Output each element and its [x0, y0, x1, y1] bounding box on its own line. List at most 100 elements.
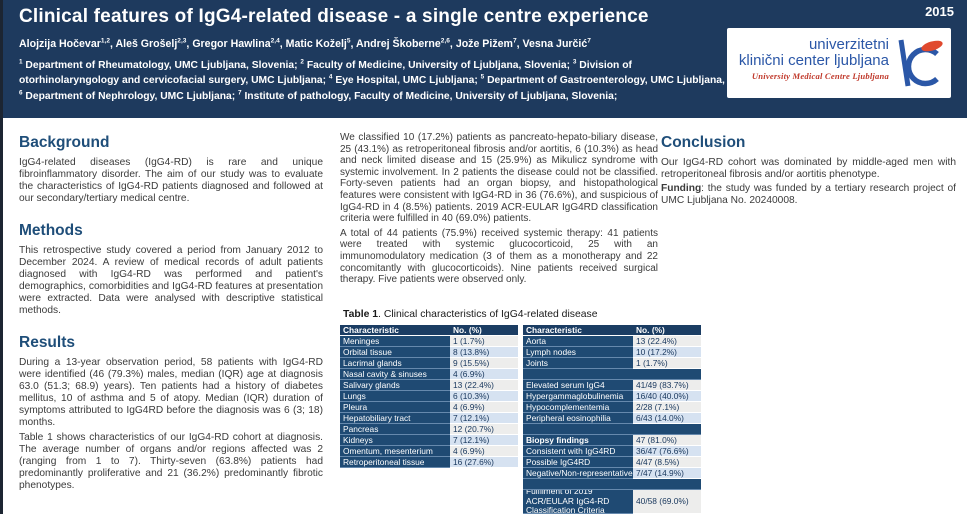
table-row: Elevated serum IgG4 41/49 (83.7%) [523, 380, 701, 391]
labs-table-body: Aorta 13 (22.4%) Lymph nodes 10 (17.2%) Join… [523, 336, 701, 514]
row-characteristic: Aorta [523, 336, 633, 347]
row-value: 6/43 (14.0%) [633, 413, 701, 424]
table-row: Possible IgG4RD 4/47 (8.5%) [523, 457, 701, 468]
table-row: Lungs 6 (10.3%) [340, 391, 518, 402]
row-value [633, 369, 701, 380]
table-row: Kidneys 7 (12.1%) [340, 435, 518, 446]
row-value: 4/47 (8.5%) [633, 457, 701, 468]
section-heading-methods: Methods [19, 222, 83, 240]
row-characteristic: Biopsy findings [523, 435, 633, 446]
column-left: Background IgG4-related diseases (IgG4-R… [19, 126, 323, 494]
middle-paragraph-1: We classified 10 (17.2%) patients as pan… [340, 132, 658, 225]
row-value: 2/28 (7.1%) [633, 402, 701, 413]
year-label: 2015 [925, 4, 954, 19]
row-characteristic: Hypergammaglobulinemia [523, 391, 633, 402]
affiliations: 1 Department of Rheumatology, UMC Ljublj… [19, 58, 725, 102]
row-value: 7 (12.1%) [450, 435, 518, 446]
table-row: Fulfilment of 2019 ACR/EULAR IgG4-RD Cla… [523, 490, 701, 514]
row-characteristic: Pancreas [340, 424, 450, 435]
table-row: Hepatobiliary tract 7 (12.1%) [340, 413, 518, 424]
row-characteristic: Meninges [340, 336, 450, 347]
table-spacer-row [523, 424, 701, 435]
author-name: Jože Pižem7 [455, 37, 517, 50]
author-name: Aleš Grošelj2,3 [115, 37, 187, 50]
row-characteristic: Peripheral eosinophilia [523, 413, 633, 424]
methods-paragraph: This retrospective study covered a perio… [19, 245, 323, 317]
row-value: 8 (13.8%) [450, 347, 518, 358]
row-value [633, 479, 701, 490]
row-characteristic: Lungs [340, 391, 450, 402]
table-header-value: No. (%) [450, 325, 518, 336]
row-value: 4 (6.9%) [450, 446, 518, 457]
column-middle: We classified 10 (17.2%) patients as pan… [340, 126, 658, 312]
results-paragraph-2: Table 1 shows characteristics of our IgG… [19, 431, 323, 491]
table-row: Pleura 4 (6.9%) [340, 402, 518, 413]
row-value: 4 (6.9%) [450, 402, 518, 413]
funding-label: Funding [661, 183, 702, 195]
table-row: Lymph nodes 10 (17.2%) [523, 347, 701, 358]
logo-line-1: univerzitetni [808, 36, 889, 53]
row-value: 7/47 (14.9%) [633, 468, 701, 479]
logo-line-2: klinični center ljubljana [738, 52, 889, 69]
table-row: Retroperitoneal tissue 16 (27.6%) [340, 457, 518, 468]
row-value: 13 (22.4%) [450, 380, 518, 391]
table-row: Salivary glands 13 (22.4%) [340, 380, 518, 391]
row-value: 41/49 (83.7%) [633, 380, 701, 391]
table-row: Orbital tissue 8 (13.8%) [340, 347, 518, 358]
author-name: Alojzija Hočevar1,2 [19, 37, 110, 50]
row-value: 10 (17.2%) [633, 347, 701, 358]
logo-line-3: University Medical Centre Ljubljana [751, 71, 889, 81]
row-value: 12 (20.7%) [450, 424, 518, 435]
row-characteristic [523, 479, 633, 490]
row-characteristic [523, 369, 633, 380]
organ-table-body: Meninges 1 (1.7%) Orbital tissue 8 (13.8%) L… [340, 336, 518, 468]
row-value: 4 (6.9%) [450, 369, 518, 380]
row-characteristic [523, 424, 633, 435]
author-name: Vesna Jurčić7 [522, 37, 591, 50]
organ-involvement-table: Characteristic No. (%) Meninges 1 (1.7%) O… [340, 325, 518, 514]
row-characteristic: Consistent with IgG4RD [523, 446, 633, 457]
results-paragraph-1: During a 13-year observation period, 58 … [19, 357, 323, 429]
authors-line: Alojzija Hočevar1,2, Aleš Grošelj2,3, Gr… [19, 37, 591, 50]
table-row: Meninges 1 (1.7%) [340, 336, 518, 347]
row-characteristic: Nasal cavity & sinuses [340, 369, 450, 380]
table-row: Negative/Non-representative 7/47 (14.9%) [523, 468, 701, 479]
table-header-row: Characteristic No. (%) [340, 325, 518, 336]
table-row: Peripheral eosinophilia 6/43 (14.0%) [523, 413, 701, 424]
row-value: 1 (1.7%) [633, 358, 701, 369]
author-name: Matic Koželj5 [285, 37, 351, 50]
row-value: 36/47 (76.6%) [633, 446, 701, 457]
funding-text: : the study was funded by a tertiary res… [661, 183, 956, 207]
row-characteristic: Retroperitoneal tissue [340, 457, 450, 468]
row-characteristic: Hepatobiliary tract [340, 413, 450, 424]
table-header-characteristic: Characteristic [340, 325, 450, 336]
row-value [633, 424, 701, 435]
section-heading-conclusion: Conclusion [661, 134, 746, 151]
conclusion-paragraph: Our IgG4-RD cohort was dominated by midd… [661, 157, 956, 181]
row-characteristic: Salivary glands [340, 380, 450, 391]
table-row: Hypergammaglobulinemia 16/40 (40.0%) [523, 391, 701, 402]
table-header-row: Characteristic No. (%) [523, 325, 701, 336]
row-value: 40/58 (69.0%) [633, 490, 701, 514]
author-name: Andrej Škoberne2,6 [356, 37, 450, 50]
table-1: Characteristic No. (%) Meninges 1 (1.7%) O… [340, 325, 701, 514]
row-value: 9 (15.5%) [450, 358, 518, 369]
table-caption-text: . Clinical characteristics of IgG4-relat… [378, 309, 598, 320]
row-characteristic: Kidneys [340, 435, 450, 446]
row-characteristic: Fulfilment of 2019 ACR/EULAR IgG4-RD Cla… [523, 490, 633, 514]
row-characteristic: Hypocomplementemia [523, 402, 633, 413]
author-name: Gregor Hawlina2,4 [192, 37, 280, 50]
row-characteristic: Omentum, mesenterium [340, 446, 450, 457]
row-value: 47 (81.0%) [633, 435, 701, 446]
table-row: Aorta 13 (22.4%) [523, 336, 701, 347]
table-caption-label: Table 1 [343, 309, 379, 320]
row-value: 6 (10.3%) [450, 391, 518, 402]
table-header-characteristic: Characteristic [523, 325, 633, 336]
table-caption: Table 1. Clinical characteristics of IgG… [343, 309, 598, 320]
table-header-value: No. (%) [633, 325, 701, 336]
row-value: 16/40 (40.0%) [633, 391, 701, 402]
row-characteristic: Negative/Non-representative [523, 468, 633, 479]
logo-box: univerzitetni klinični center ljubljana … [727, 28, 951, 98]
row-characteristic: Joints [523, 358, 633, 369]
